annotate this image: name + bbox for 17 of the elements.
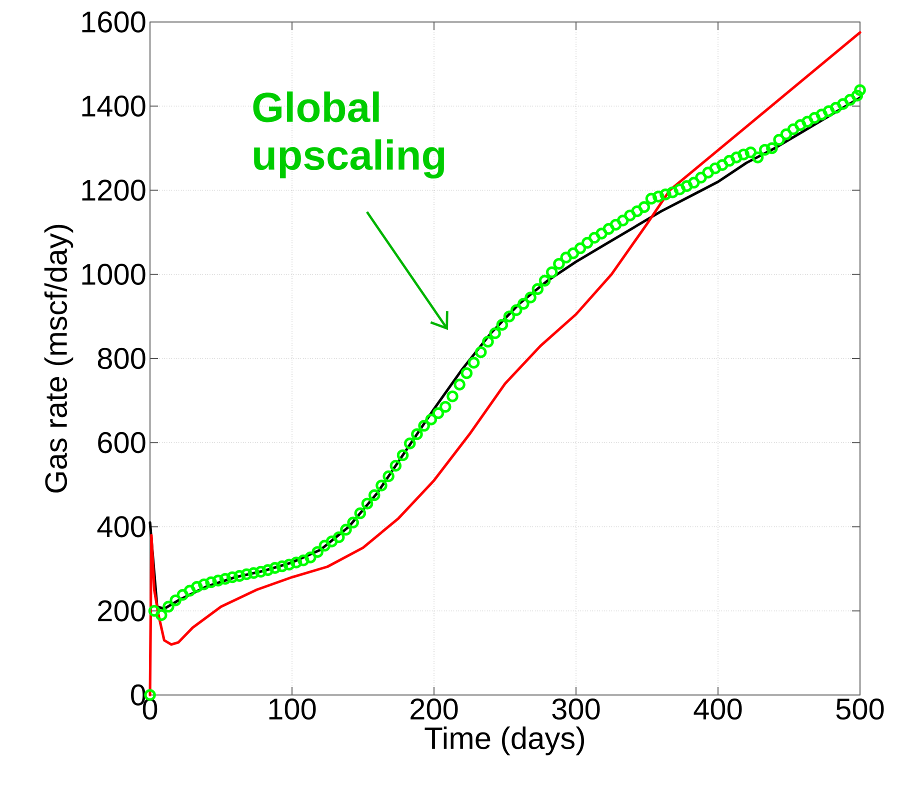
x-axis-title: Time (days)	[424, 726, 584, 756]
y-tick-label: 1200	[82, 180, 146, 201]
y-tick-label: 0	[131, 684, 146, 706]
y-tick-label: 1400	[82, 96, 146, 117]
y-tick-label: 1600	[82, 11, 146, 33]
x-tick-label: 100	[269, 698, 316, 720]
y-tick-label: 400	[97, 516, 146, 538]
y-tick-label: 600	[98, 432, 146, 454]
x-tick-label: 400	[694, 698, 742, 720]
x-tick-label: 200	[410, 698, 458, 720]
x-tick-label: 300	[552, 698, 600, 720]
y-tick-label: 1000	[82, 264, 146, 285]
y-axis-title: Gas rate (mscf/day)	[44, 224, 74, 493]
y-tick-label: 800	[98, 348, 146, 370]
x-tick-label: 500	[836, 698, 884, 720]
y-tick-label: 200	[98, 600, 146, 622]
annotation: Global upscaling	[253, 91, 444, 178]
